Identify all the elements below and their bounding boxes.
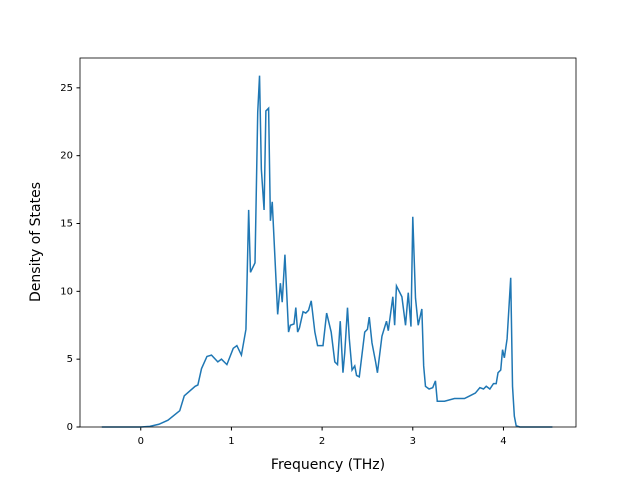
x-tick-label: 2 [319, 436, 325, 447]
x-tick-label: 4 [500, 436, 506, 447]
x-tick-label: 0 [138, 436, 144, 447]
plot-frame [79, 57, 577, 428]
data-line [101, 75, 553, 428]
y-tick-label: 25 [60, 83, 73, 94]
y-tick-label: 10 [60, 286, 73, 297]
y-tick-label: 20 [60, 151, 73, 162]
y-axis-label: Density of States [28, 182, 44, 302]
y-tick-label: 0 [67, 422, 73, 433]
y-tick-label: 15 [60, 219, 73, 230]
x-tick-label: 3 [410, 436, 416, 447]
y-tick-label: 5 [67, 354, 73, 365]
x-axis-label: Frequency (THz) [271, 457, 385, 473]
x-tick-label: 1 [228, 436, 234, 447]
